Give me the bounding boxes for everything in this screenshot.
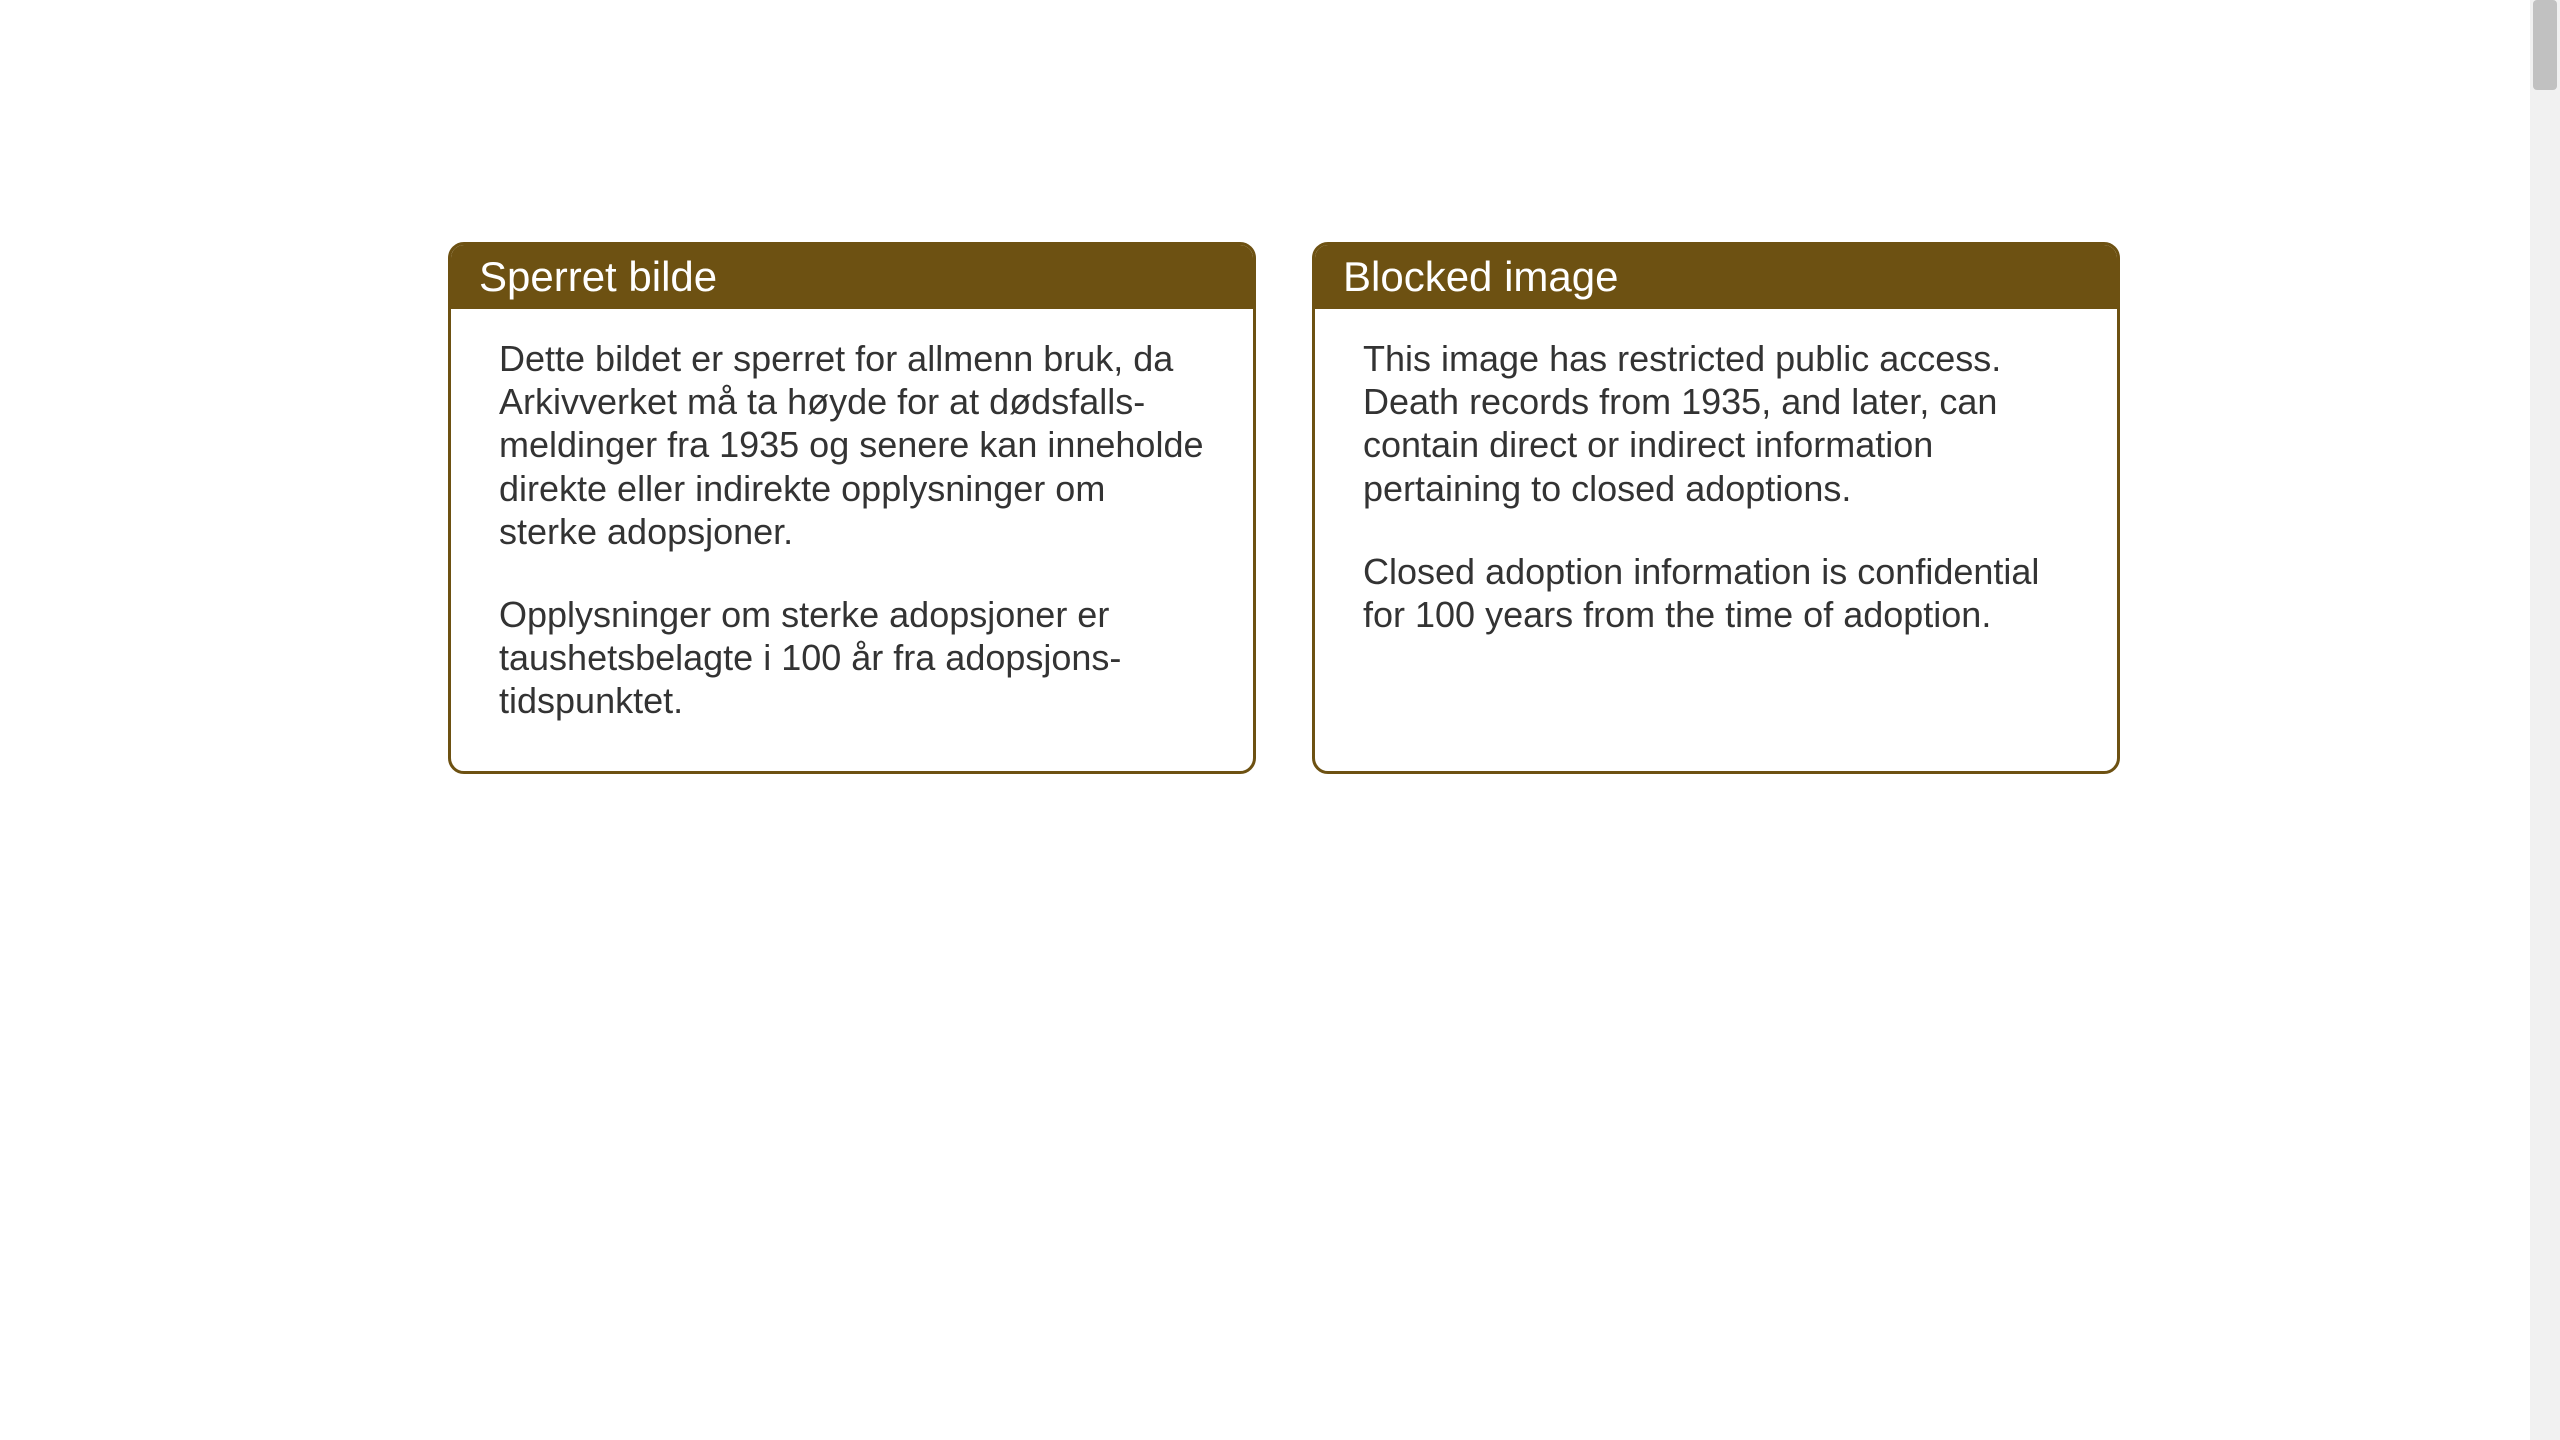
notice-header-english: Blocked image <box>1315 245 2117 309</box>
notice-title-norwegian: Sperret bilde <box>479 253 717 300</box>
notice-box-norwegian: Sperret bilde Dette bildet er sperret fo… <box>448 242 1256 774</box>
notice-header-norwegian: Sperret bilde <box>451 245 1253 309</box>
notice-box-english: Blocked image This image has restricted … <box>1312 242 2120 774</box>
vertical-scrollbar[interactable] <box>2530 0 2560 1440</box>
notice-paragraph-norwegian-2: Opplysninger om sterke adopsjoner er tau… <box>499 593 1205 723</box>
notice-paragraph-norwegian-1: Dette bildet er sperret for allmenn bruk… <box>499 337 1205 553</box>
notice-paragraph-english-2: Closed adoption information is confident… <box>1363 550 2069 636</box>
notice-title-english: Blocked image <box>1343 253 1618 300</box>
notice-paragraph-english-1: This image has restricted public access.… <box>1363 337 2069 510</box>
notice-container: Sperret bilde Dette bildet er sperret fo… <box>0 0 2560 774</box>
notice-body-english: This image has restricted public access.… <box>1315 309 2117 684</box>
scrollbar-thumb[interactable] <box>2533 0 2557 90</box>
notice-body-norwegian: Dette bildet er sperret for allmenn bruk… <box>451 309 1253 771</box>
